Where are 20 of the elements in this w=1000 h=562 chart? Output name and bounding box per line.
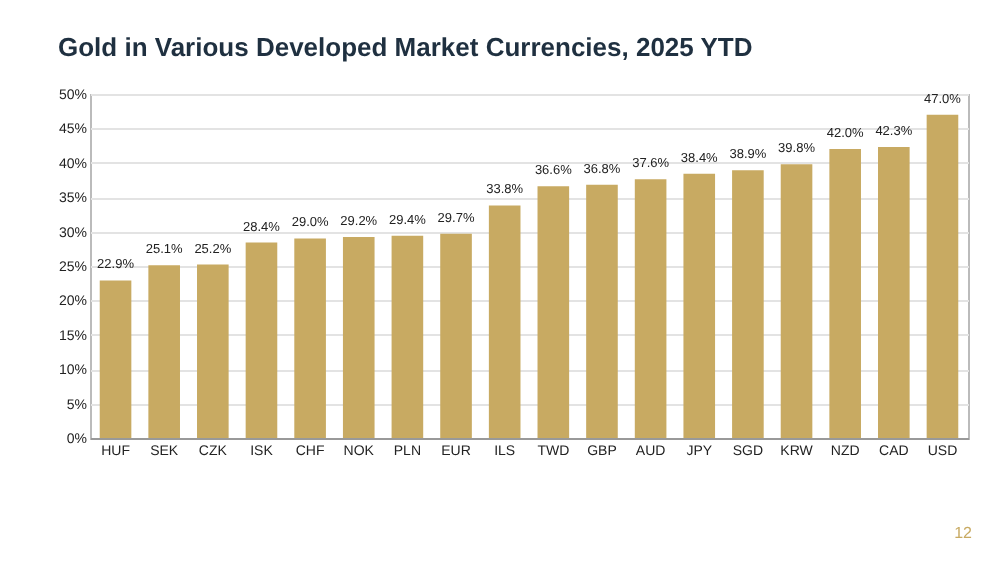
bar [780,164,813,438]
bar [537,186,570,438]
bar [245,242,278,438]
bar [586,184,618,438]
bar [197,264,229,438]
bar [99,280,132,438]
bar [683,173,716,438]
bar [488,205,521,438]
bar [440,233,472,438]
bar [878,146,910,438]
bar [829,149,861,438]
bar [342,237,375,438]
chart-title: Gold in Various Developed Market Currencies, 2025 YTD [57,32,753,62]
bar [294,238,326,438]
bar [391,235,424,438]
bar [732,170,764,438]
bar [148,265,180,438]
bar [926,114,959,438]
text: 12 [954,524,972,542]
bar [634,179,667,438]
